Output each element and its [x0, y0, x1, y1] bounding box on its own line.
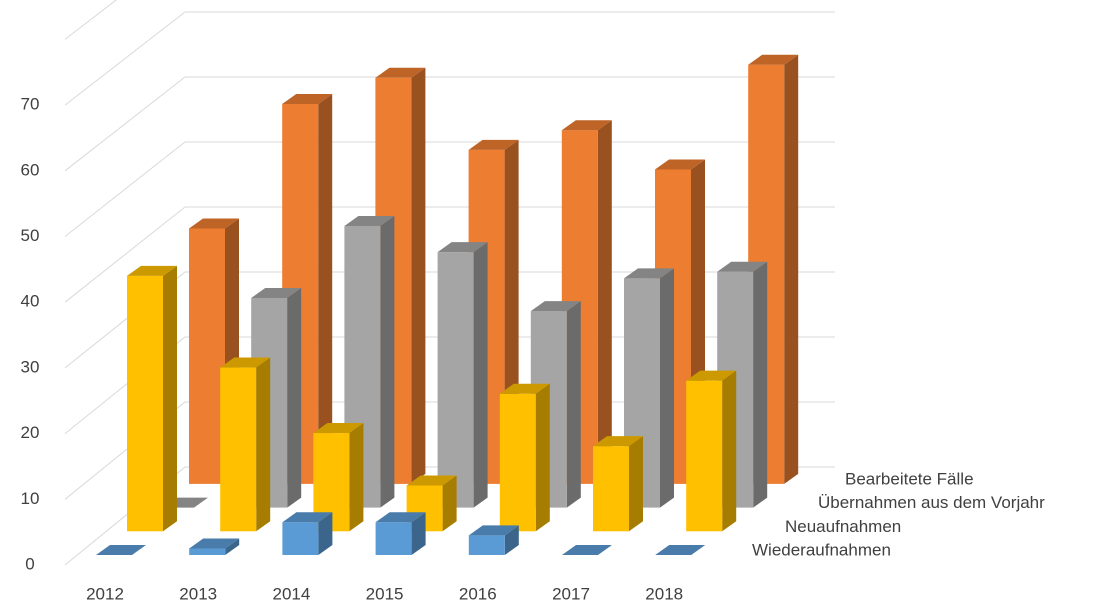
- bar-side: [256, 357, 271, 532]
- bar-top: [313, 423, 364, 434]
- bar-top: [593, 436, 643, 447]
- bar-top: [282, 94, 333, 104]
- bar-side: [380, 215, 395, 508]
- bar: [686, 380, 723, 532]
- legend-label: Wiederaufnahmen: [752, 540, 891, 559]
- x-tick-label: 2018: [645, 584, 683, 603]
- grid-line: [64, 11, 835, 106]
- bar: [593, 446, 629, 532]
- grid-line: [64, 206, 835, 303]
- bar: [437, 252, 474, 508]
- grid-line: [64, 336, 835, 434]
- bar-top: [655, 159, 705, 170]
- bar-top: [406, 475, 457, 486]
- bar-top: [344, 215, 395, 226]
- bar: [189, 548, 226, 555]
- bar-side: [722, 370, 737, 532]
- bar-side: [473, 242, 488, 508]
- bar: [189, 228, 225, 484]
- bar-side: [287, 288, 302, 508]
- y-tick-label: 10: [21, 489, 40, 508]
- bar-side: [566, 301, 581, 508]
- bar-top: [251, 288, 302, 298]
- bar-top: [562, 545, 612, 555]
- bar-top: [220, 357, 271, 368]
- bar-top: [748, 54, 799, 65]
- x-tick-label: 2017: [552, 584, 590, 603]
- x-tick-label: 2013: [179, 584, 217, 603]
- bar-side: [784, 54, 799, 484]
- bar-top: [437, 242, 488, 253]
- x-tick-label: 2014: [272, 584, 310, 603]
- bar: [375, 522, 412, 555]
- bar-top: [468, 139, 519, 150]
- bar-top: [468, 525, 519, 536]
- bar-side: [349, 423, 364, 532]
- bar-side: [535, 383, 550, 532]
- bar: [127, 275, 163, 532]
- bar-side: [225, 538, 240, 555]
- bar-top: [96, 545, 146, 555]
- bar-side: [753, 261, 768, 508]
- legend-label: Übernahmen aus dem Vorjahr: [818, 493, 1045, 512]
- bar-top: [717, 261, 768, 272]
- bar-top: [375, 512, 426, 523]
- y-tick-label: 70: [21, 95, 40, 114]
- bar-side: [163, 265, 177, 532]
- y-tick-label: 30: [21, 357, 40, 376]
- legend-label: Bearbeitete Fälle: [845, 469, 974, 488]
- grid-line: [64, 76, 835, 172]
- bar-side: [318, 512, 333, 555]
- bar-top: [189, 538, 240, 549]
- x-tick-label: 2015: [366, 584, 404, 603]
- bar-top: [127, 265, 177, 276]
- y-tick-label: 60: [21, 160, 40, 179]
- bar: [220, 367, 257, 532]
- bar-side: [504, 525, 519, 555]
- bar-side: [629, 436, 643, 532]
- grid-line: [64, 401, 835, 500]
- bar-top: [530, 301, 581, 312]
- grid-line: [64, 141, 835, 237]
- grid-line: [64, 271, 835, 369]
- bar-top: [189, 218, 239, 229]
- bar-side: [442, 475, 457, 532]
- legend-label: Neuaufnahmen: [785, 517, 901, 536]
- bar-top: [561, 120, 612, 131]
- plot-edge: [64, 0, 117, 40]
- bar-top: [686, 370, 737, 381]
- bar-side: [597, 120, 612, 484]
- x-tick-label: 2012: [86, 584, 124, 603]
- bar-top: [282, 512, 333, 523]
- bar-top: [499, 383, 550, 394]
- bar-top: [624, 268, 674, 279]
- y-tick-label: 40: [21, 292, 40, 311]
- bar-side: [660, 268, 674, 508]
- y-tick-label: 0: [25, 554, 34, 573]
- bar-top: [375, 67, 426, 78]
- bar-side: [411, 512, 426, 555]
- bar: [468, 535, 505, 555]
- bar: [499, 393, 536, 532]
- bar-top: [655, 545, 706, 555]
- x-tick-label: 2016: [459, 584, 497, 603]
- y-tick-label: 50: [21, 226, 40, 245]
- bar-side: [411, 67, 426, 484]
- y-tick-label: 20: [21, 423, 40, 442]
- bar-side: [318, 94, 333, 484]
- bar: [282, 522, 319, 555]
